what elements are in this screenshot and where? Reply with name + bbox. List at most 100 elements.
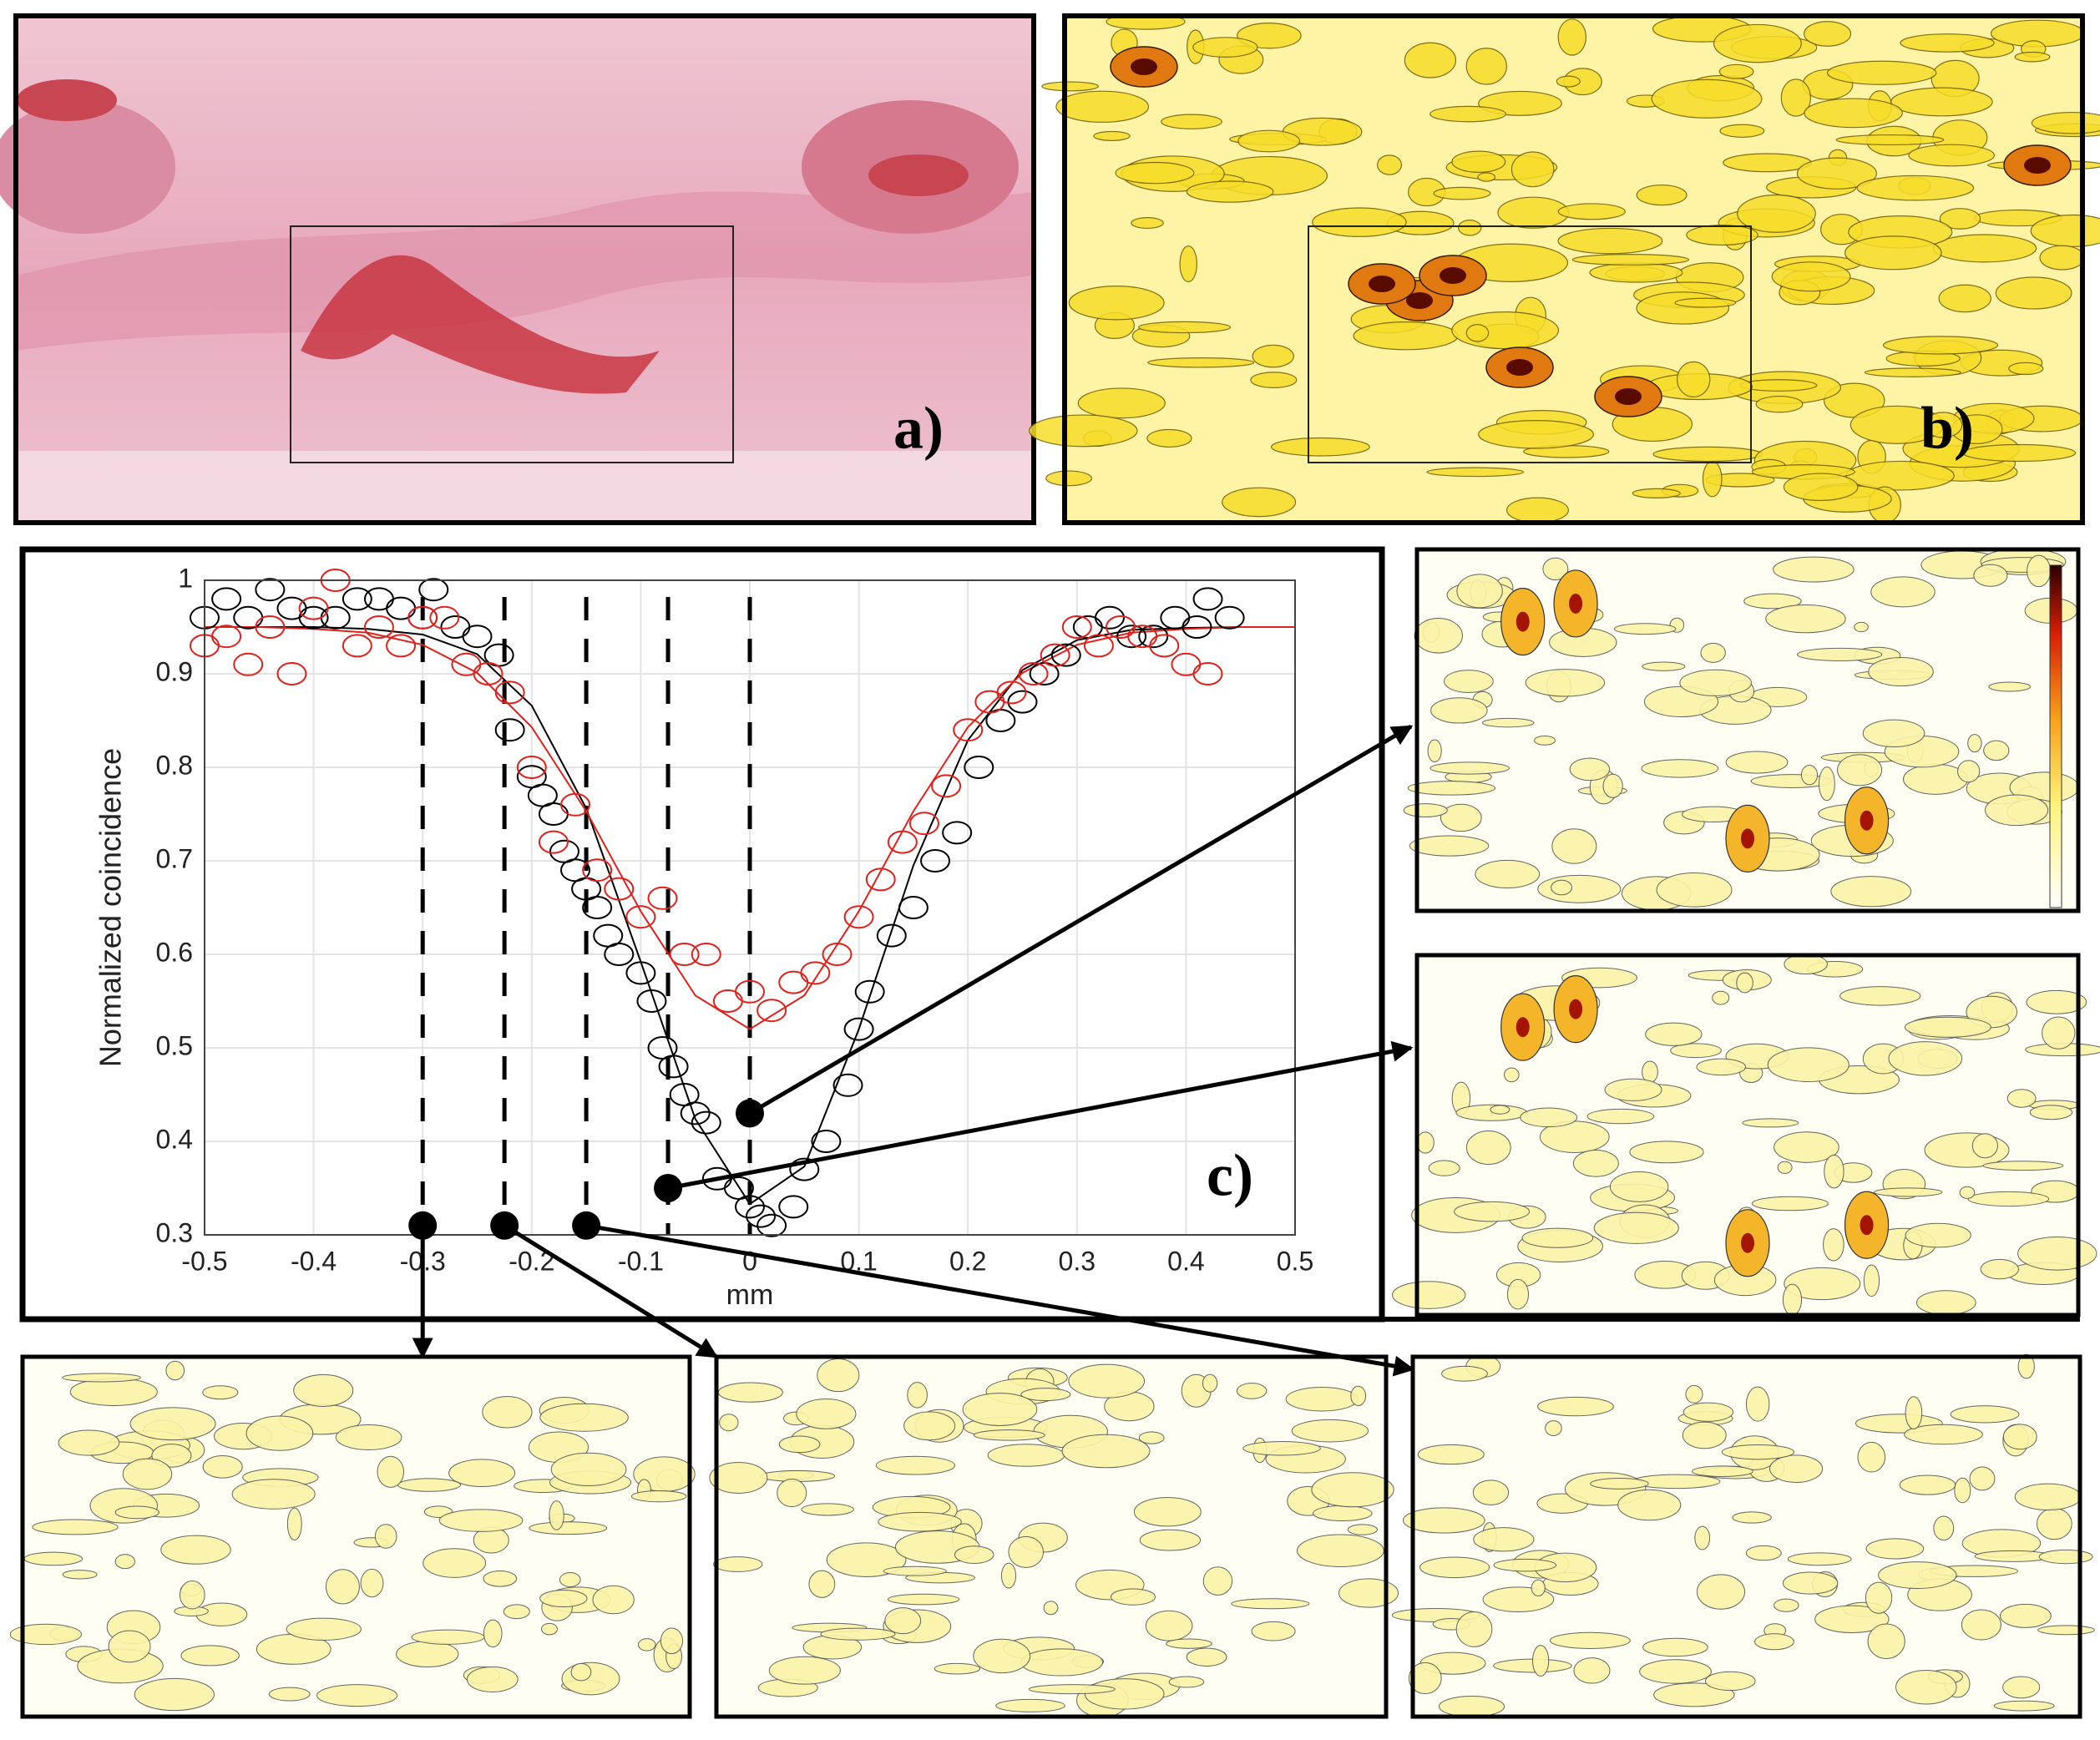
data-point (255, 615, 286, 639)
map-blob (1161, 114, 1222, 129)
map-blob (1147, 357, 1255, 368)
panel-label: b) (1920, 395, 1974, 462)
map-blob (777, 1479, 807, 1508)
data-point (658, 1055, 689, 1079)
data-point (778, 1195, 809, 1219)
map-blob (1839, 986, 1921, 1006)
map-blob (1520, 1107, 1578, 1128)
data-point (298, 596, 329, 620)
map-blob (377, 1455, 405, 1488)
map-blob (1652, 446, 1763, 463)
data-point (1149, 634, 1180, 658)
map-blob (23, 1551, 83, 1566)
map-panel: b) (1029, 13, 2100, 525)
map-blob (808, 1570, 836, 1598)
map-blob (1414, 618, 1463, 654)
map-blob (1586, 1108, 1655, 1125)
panel-label: c) (1207, 1142, 1253, 1209)
map-blob (2014, 51, 2051, 63)
map-blob (1967, 734, 1982, 753)
map-blob (962, 1393, 1038, 1426)
map-blob (1718, 63, 1754, 79)
axes-box (204, 579, 1296, 1236)
map-blob (550, 1452, 627, 1486)
data-point (757, 999, 787, 1023)
map-blob (1020, 1388, 1071, 1402)
map-blob (1954, 1477, 1971, 1504)
map-blob (1686, 224, 1758, 246)
hot-core (1440, 267, 1466, 284)
map-blob (1966, 995, 2018, 1029)
map-blob (1636, 184, 1688, 206)
map-blob (1041, 81, 1100, 92)
map-blob (1642, 1637, 1708, 1657)
map-blob (1593, 1211, 1679, 1244)
map-blob (1481, 717, 1535, 728)
arrows (408, 724, 1415, 1377)
map-blob (907, 1382, 928, 1409)
map-blob (1477, 172, 1496, 182)
map-blob (1166, 1638, 1212, 1649)
map-blob (134, 1677, 215, 1712)
map-blob (1908, 144, 1995, 167)
data-point (494, 680, 525, 705)
map-blob (179, 1581, 205, 1610)
map-blob (2017, 1237, 2097, 1271)
map-blob (1651, 78, 1763, 119)
map-blob (1837, 754, 1883, 787)
map-blob (1784, 953, 1828, 975)
panel-label: a) (893, 395, 944, 462)
map-blob (1020, 1648, 1103, 1677)
map-blob (1961, 1609, 2001, 1641)
data-point (386, 634, 417, 658)
map-blob (529, 1521, 608, 1535)
map-blob (62, 1570, 98, 1580)
data-point (625, 961, 656, 985)
map-blob (483, 1570, 518, 1587)
map-blob (293, 1373, 354, 1407)
data-point (636, 989, 667, 1013)
map-blob (1068, 285, 1165, 321)
data-point (363, 615, 394, 639)
map-blob (987, 1444, 1065, 1467)
map-blob (1472, 1480, 1510, 1505)
marker-point (572, 1211, 601, 1240)
data-point (908, 812, 939, 836)
map-blob (1874, 1187, 1943, 1197)
x-tick-label: 0.4 (1167, 1246, 1204, 1276)
map-blob (1433, 186, 1491, 200)
map-blob (1780, 78, 1811, 117)
map-blob (1939, 208, 1981, 230)
map-blob (1557, 18, 1587, 56)
map-blob (820, 1627, 896, 1641)
data-point (691, 1110, 721, 1135)
map-blob (286, 1617, 362, 1641)
map-blob (1670, 1043, 1722, 1059)
map-blob (1557, 227, 1663, 255)
map-blob (1077, 387, 1166, 419)
map-blob (1028, 1684, 1116, 1695)
map-blob (1551, 879, 1573, 896)
map-blob (1959, 1186, 1976, 1199)
map-blob (995, 1698, 1065, 1712)
map-frame (20, 1354, 692, 1719)
map-blob (1973, 564, 2008, 587)
map-blob (1857, 1441, 1886, 1473)
map-blob (1312, 207, 1407, 237)
vessel (0, 100, 175, 234)
map-blob (1751, 1196, 1829, 1211)
panel-frame (1062, 13, 2085, 525)
vessel-lumen (868, 154, 969, 196)
marker-point (736, 1099, 764, 1128)
y-tick-label: 0.4 (156, 1124, 193, 1154)
map-blob (1823, 1228, 1844, 1262)
map-blob (713, 1556, 763, 1572)
map-blob (1419, 1556, 1490, 1579)
map-blob (1995, 276, 2072, 310)
y-axis-label: Normalized coincidence (94, 748, 128, 1067)
data-point (832, 1073, 863, 1097)
map-blob (1895, 1670, 1957, 1705)
map-blob (1938, 284, 1991, 313)
map-blob (108, 1630, 151, 1663)
map-blob (1409, 835, 1490, 857)
